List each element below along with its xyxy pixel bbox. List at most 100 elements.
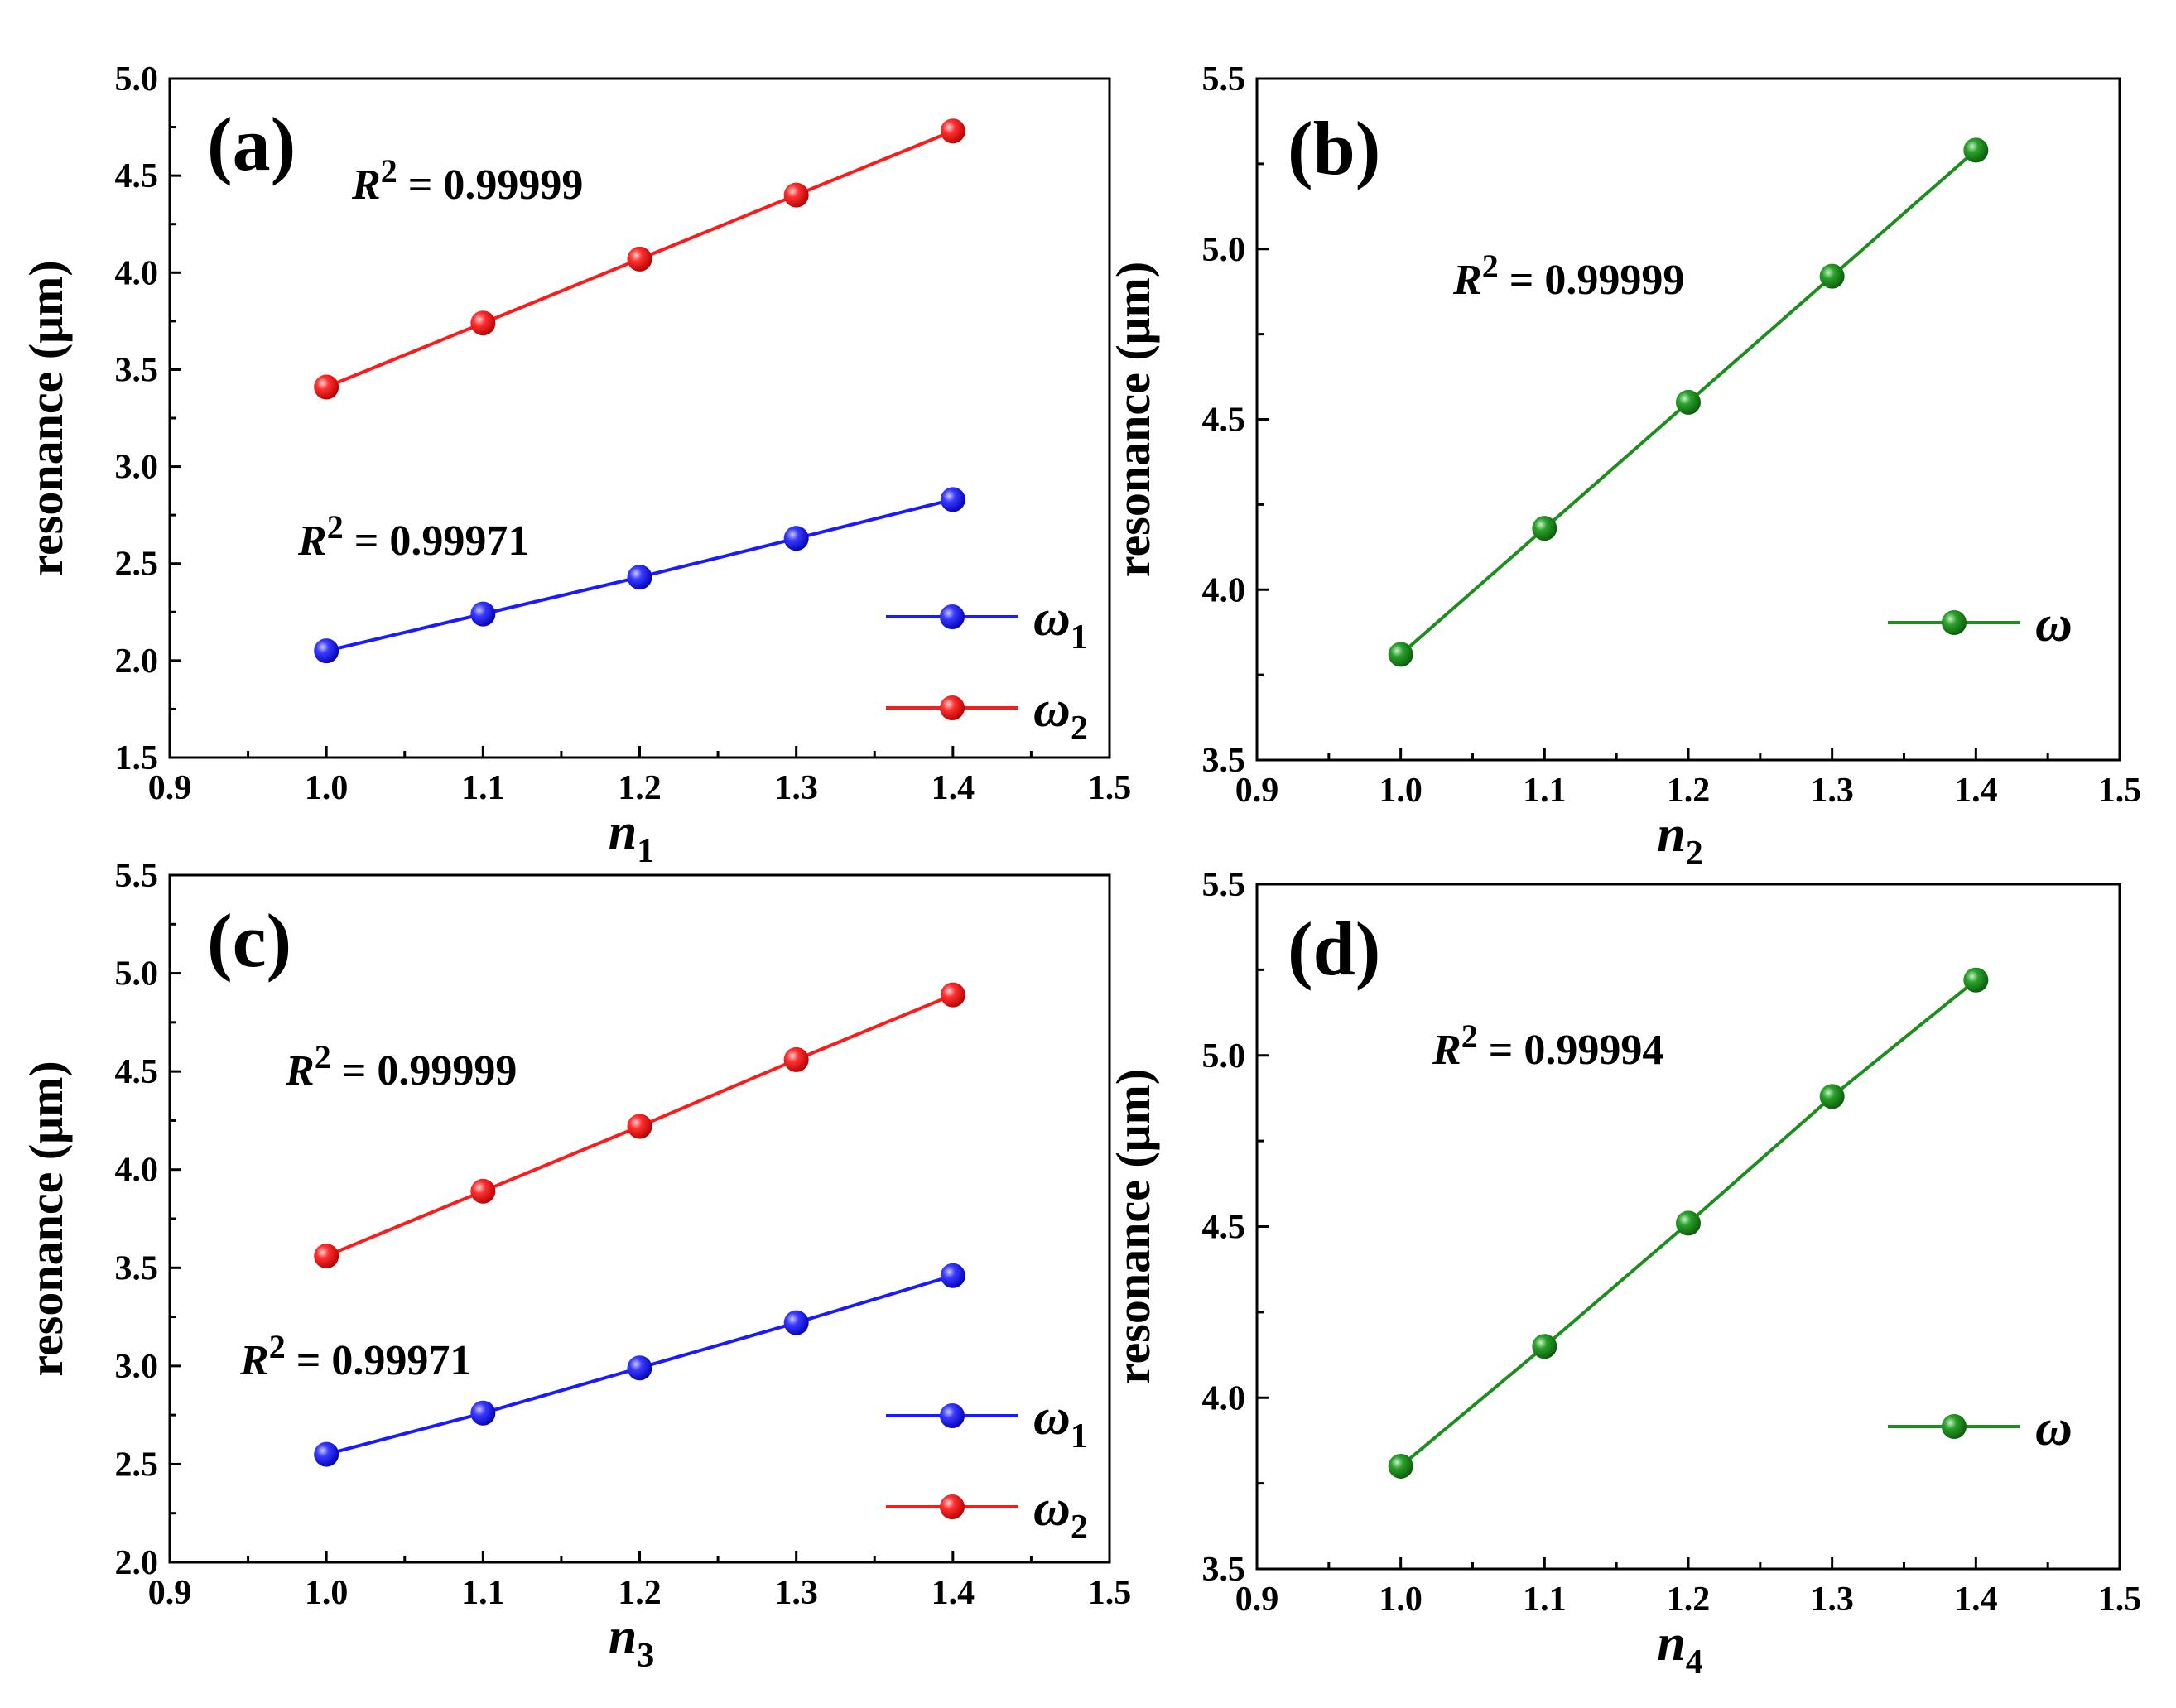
legend-symbol: ω: [1033, 590, 1071, 647]
r2-sup: 2: [269, 1328, 286, 1365]
legend-marker: [940, 1494, 965, 1519]
y-tick-label: 4.5: [115, 157, 159, 195]
x-axis-sub: 1: [637, 832, 654, 870]
data-point: [1532, 1334, 1557, 1359]
x-tick-label: 1.0: [1379, 1581, 1423, 1619]
r2-annotation: R2 = 0.99999: [351, 152, 583, 209]
y-axis-title: resonance (μm): [19, 260, 73, 575]
legend-label: ω2: [1033, 681, 1088, 748]
y-tick-label: 5.5: [115, 857, 159, 895]
y-tick-label: 5.0: [1202, 231, 1246, 269]
x-axis-title: n4: [1657, 1615, 1702, 1682]
y-tick-label: 2.5: [115, 1446, 159, 1484]
panel-1: 0.9 1.0 1.1 1.2 1.3 1.4 1.5 3.5 4.0 4.5 5.0 5.5 reso…: [1106, 60, 2141, 873]
x-tick-label: 1.2: [1667, 1581, 1711, 1619]
data-point: [940, 982, 965, 1008]
r2-annotation: R2 = 0.99971: [239, 1328, 471, 1384]
y-axis-title: resonance (μm): [1106, 262, 1160, 577]
data-point: [470, 1400, 496, 1426]
data-point: [314, 374, 339, 400]
x-tick-label: 1.0: [1379, 772, 1423, 810]
r2-prefix: R: [285, 1047, 315, 1095]
data-point: [783, 1310, 809, 1335]
x-tick-label: 1.4: [932, 1574, 975, 1612]
legend-symbol: ω: [1033, 1389, 1071, 1446]
data-point: [1676, 389, 1701, 415]
y-tick-label: 2.0: [115, 642, 159, 681]
data-point: [940, 487, 965, 512]
data-point: [314, 638, 339, 664]
legend-entry: ω: [1888, 1400, 2072, 1456]
x-axis-var: n: [1657, 806, 1685, 863]
x-tick-label: 1.5: [2098, 772, 2142, 810]
y-tick-label: 4.0: [1202, 1379, 1246, 1417]
y-tick-label: 3.0: [115, 449, 159, 487]
x-tick-label: 1.3: [1810, 772, 1854, 810]
r2-value: = 0.99999: [331, 1047, 518, 1095]
x-tick-label: 1.4: [1954, 1581, 1998, 1619]
legend-marker: [940, 1403, 965, 1428]
x-axis-sub: 4: [1686, 1643, 1703, 1682]
r2-sup: 2: [1482, 248, 1499, 285]
data-point: [783, 1046, 809, 1072]
r2-prefix: R: [297, 517, 327, 565]
x-axis-title: n2: [1657, 806, 1702, 873]
data-point: [627, 1355, 652, 1381]
x-tick-label: 1.1: [461, 769, 505, 807]
x-axis-sub: 2: [1686, 835, 1703, 873]
legend-sub: 1: [1071, 1417, 1088, 1455]
data-point: [940, 118, 965, 144]
x-tick-label: 0.9: [1235, 772, 1279, 810]
legend-entry: ω: [1888, 596, 2072, 652]
y-tick-label: 5.0: [115, 955, 159, 994]
legend-sub: 2: [1071, 710, 1088, 748]
x-axis-var: n: [609, 804, 637, 860]
r2-sup: 2: [315, 1038, 331, 1075]
x-tick-label: 1.0: [305, 769, 349, 807]
y-tick-label: 4.5: [1202, 1209, 1246, 1247]
plot-frame: [168, 873, 1111, 1564]
y-tick-label: 4.0: [115, 1152, 159, 1190]
legend-label: ω1: [1033, 1389, 1088, 1455]
x-tick-label: 1.3: [774, 1574, 818, 1612]
legend-label: ω2: [1033, 1480, 1088, 1547]
y-tick-label: 5.0: [1202, 1037, 1246, 1075]
legend-sub: 2: [1071, 1508, 1088, 1547]
data-point: [314, 1441, 339, 1467]
data-point: [470, 1178, 496, 1204]
x-tick-label: 1.4: [1954, 772, 1998, 810]
r2-value: = 0.99971: [344, 517, 530, 565]
r2-prefix: R: [351, 161, 381, 209]
y-tick-label: 3.0: [115, 1348, 159, 1386]
y-tick-label: 4.0: [115, 254, 159, 292]
y-tick-label: 2.0: [115, 1544, 159, 1582]
panel-label: (b): [1288, 106, 1380, 190]
r2-prefix: R: [239, 1337, 269, 1384]
x-tick-label: 1.2: [618, 769, 662, 807]
x-tick-label: 1.2: [1667, 772, 1711, 810]
x-tick-label: 1.1: [461, 1574, 505, 1612]
data-point: [940, 1263, 965, 1288]
panel-2: 0.9 1.0 1.1 1.2 1.3 1.4 1.5 2.0 2.5 3.0 3.5 4.0 4.5 5…: [19, 857, 1131, 1675]
x-tick-label: 0.9: [148, 1574, 192, 1612]
r2-prefix: R: [1452, 257, 1482, 304]
x-axis-title: n1: [609, 804, 654, 870]
legend-marker: [940, 695, 965, 720]
x-tick-label: 0.9: [148, 769, 192, 807]
y-tick-label: 3.5: [1202, 742, 1246, 780]
x-axis-sub: 3: [637, 1637, 654, 1675]
data-point: [627, 565, 652, 590]
legend-marker: [1942, 1414, 1967, 1439]
r2-annotation: R2 = 0.99999: [1452, 248, 1684, 304]
legend-symbol: ω: [1033, 1480, 1071, 1537]
y-tick-label: 1.5: [115, 739, 159, 777]
legend-symbol: ω: [2035, 596, 2072, 652]
data-point: [1963, 137, 1989, 163]
x-axis-var: n: [609, 1609, 637, 1665]
y-tick-label: 5.5: [1202, 866, 1246, 904]
data-point: [1819, 263, 1845, 289]
y-tick-label: 4.0: [1202, 571, 1246, 609]
r2-annotation: R2 = 0.99994: [1432, 1018, 1663, 1074]
data-point: [1676, 1210, 1701, 1236]
legend-sub: 1: [1071, 618, 1088, 657]
